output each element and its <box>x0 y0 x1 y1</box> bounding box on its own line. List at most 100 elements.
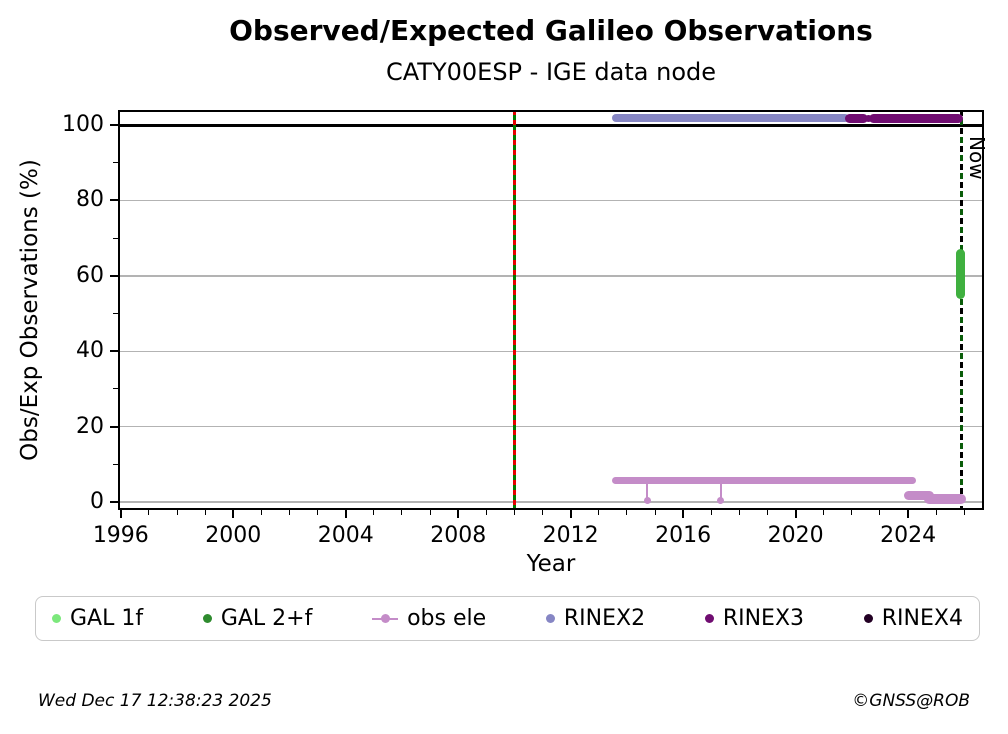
x-tick-label-2016: 2016 <box>655 523 712 548</box>
legend-item-rinex2: RINEX2 <box>545 606 645 631</box>
legend-item-gal-1f: GAL 1f <box>52 606 143 631</box>
series-obs-ele-segment <box>903 490 934 500</box>
x-minor-tick-1999 <box>204 510 206 515</box>
copyright: ©GNSS@ROB <box>852 691 970 711</box>
x-minor-tick-2017 <box>710 510 712 515</box>
series-obs-ele-dropline <box>719 480 722 501</box>
legend-label-gal-1f: GAL 1f <box>70 606 144 631</box>
legend-item-gal-2-f: GAL 2+f <box>202 606 313 631</box>
gridline-y-0 <box>118 501 984 503</box>
x-minor-tick-2021 <box>823 510 825 515</box>
x-tick-label-2012: 2012 <box>542 523 599 548</box>
x-minor-tick-1998 <box>176 510 178 515</box>
y-tick-label-60: 60 <box>76 262 104 288</box>
y-tick-label-0: 0 <box>90 489 104 515</box>
x-tick-label-1996: 1996 <box>92 523 149 548</box>
x-minor-tick-2026 <box>963 510 965 515</box>
series-rinex3-point <box>864 114 872 122</box>
x-minor-tick-2006 <box>401 510 403 515</box>
x-tick-2012 <box>569 510 572 518</box>
series-obs-ele-drop-point <box>717 496 725 504</box>
legend-marker-gal-1f-icon <box>52 614 61 623</box>
series-rinex2-segment <box>611 114 850 123</box>
legend-label-rinex4: RINEX4 <box>881 606 963 631</box>
x-minor-tick-2025 <box>935 510 937 515</box>
x-tick-2020 <box>794 510 797 518</box>
series-rinex3-segment <box>868 113 964 123</box>
plot-frame <box>118 110 984 510</box>
y-tick-label-40: 40 <box>76 338 104 364</box>
legend-marker-rinex4-icon <box>863 614 873 623</box>
legend-item-obs-ele: obs ele <box>372 606 486 631</box>
series-rinex3-segment <box>844 113 868 123</box>
x-minor-tick-2007 <box>429 510 431 515</box>
timestamp: Wed Dec 17 12:38:23 2025 <box>38 691 272 711</box>
legend-item-rinex4: RINEX4 <box>863 606 963 631</box>
deployment-line <box>512 110 516 510</box>
series-obs-ele-segment <box>924 493 966 504</box>
x-tick-label-2004: 2004 <box>317 523 374 548</box>
x-tick-label-2024: 2024 <box>880 523 937 548</box>
legend-label-obs-ele: obs ele <box>407 606 487 631</box>
series-obs-ele-segment <box>612 476 916 484</box>
x-minor-tick-1997 <box>148 510 150 515</box>
y-tick-60 <box>110 274 118 277</box>
y-tick-20 <box>110 425 118 428</box>
x-minor-tick-2001 <box>260 510 262 515</box>
x-minor-tick-2011 <box>542 510 544 515</box>
legend-item-rinex3: RINEX3 <box>704 606 805 631</box>
y-tick-label-100: 100 <box>62 112 104 138</box>
now-line <box>960 110 963 510</box>
x-axis-label: Year <box>526 551 576 577</box>
series-obs-ele-dropline <box>646 480 649 501</box>
legend-marker-rinex3-icon <box>704 614 714 623</box>
legend-marker-obs-ele-icon <box>372 614 399 623</box>
y-minor-tick-50 <box>113 313 118 315</box>
x-tick-label-2000: 2000 <box>205 523 262 548</box>
y-tick-40 <box>110 350 118 353</box>
x-minor-tick-2009 <box>485 510 487 515</box>
x-tick-2016 <box>682 510 685 518</box>
x-minor-tick-2015 <box>654 510 656 515</box>
legend-label-gal-2-f: GAL 2+f <box>220 606 313 631</box>
y-tick-label-80: 80 <box>76 187 104 213</box>
x-tick-1996 <box>119 510 122 518</box>
x-tick-2008 <box>457 510 460 518</box>
chart-subtitle: CATY00ESP - IGE data node <box>385 58 716 86</box>
plot-area: Now 1996 2000 2004 2008 2012 2016 2020 2024 0 20 40… <box>62 110 989 548</box>
gridline-y-40 <box>118 350 984 353</box>
y-tick-0 <box>110 501 118 504</box>
y-tick-100 <box>110 124 118 127</box>
legend-label-rinex3: RINEX3 <box>722 606 805 631</box>
x-minor-tick-2002 <box>289 510 290 515</box>
x-minor-tick-2023 <box>879 510 881 515</box>
gridline-y-20 <box>118 425 984 428</box>
x-minor-tick-2005 <box>373 510 375 515</box>
y-minor-tick-70 <box>113 237 118 239</box>
x-minor-tick-2019 <box>767 510 768 515</box>
x-tick-label-2020: 2020 <box>767 523 824 548</box>
y-tick-80 <box>110 199 118 202</box>
x-minor-tick-2003 <box>317 510 319 515</box>
y-minor-tick-30 <box>113 388 118 390</box>
x-minor-tick-2014 <box>626 510 628 515</box>
x-minor-tick-2013 <box>598 510 600 515</box>
y-tick-label-20: 20 <box>76 413 104 439</box>
chart-title: Observed/Expected Galileo Observations <box>229 14 873 47</box>
series-obs-ele-drop-point <box>643 496 651 504</box>
x-tick-2000 <box>232 510 235 518</box>
x-minor-tick-2010 <box>513 510 515 515</box>
legend: GAL 1f GAL 2+f obs ele RINEX2 RINEX3 RINEX4 <box>35 596 980 641</box>
series-gal-2-f-cluster <box>955 248 965 300</box>
x-minor-tick-2022 <box>851 510 853 515</box>
x-minor-tick-2018 <box>738 510 740 515</box>
x-tick-2004 <box>344 510 347 518</box>
gridline-y-60 <box>118 275 984 277</box>
x-tick-2024 <box>907 510 910 518</box>
y-minor-tick-90 <box>113 162 118 164</box>
legend-marker-dot <box>380 614 390 623</box>
gridline-y-80 <box>118 199 984 202</box>
legend-marker-gal-2-f-icon <box>202 614 212 623</box>
x-tick-label-2008: 2008 <box>430 523 487 548</box>
